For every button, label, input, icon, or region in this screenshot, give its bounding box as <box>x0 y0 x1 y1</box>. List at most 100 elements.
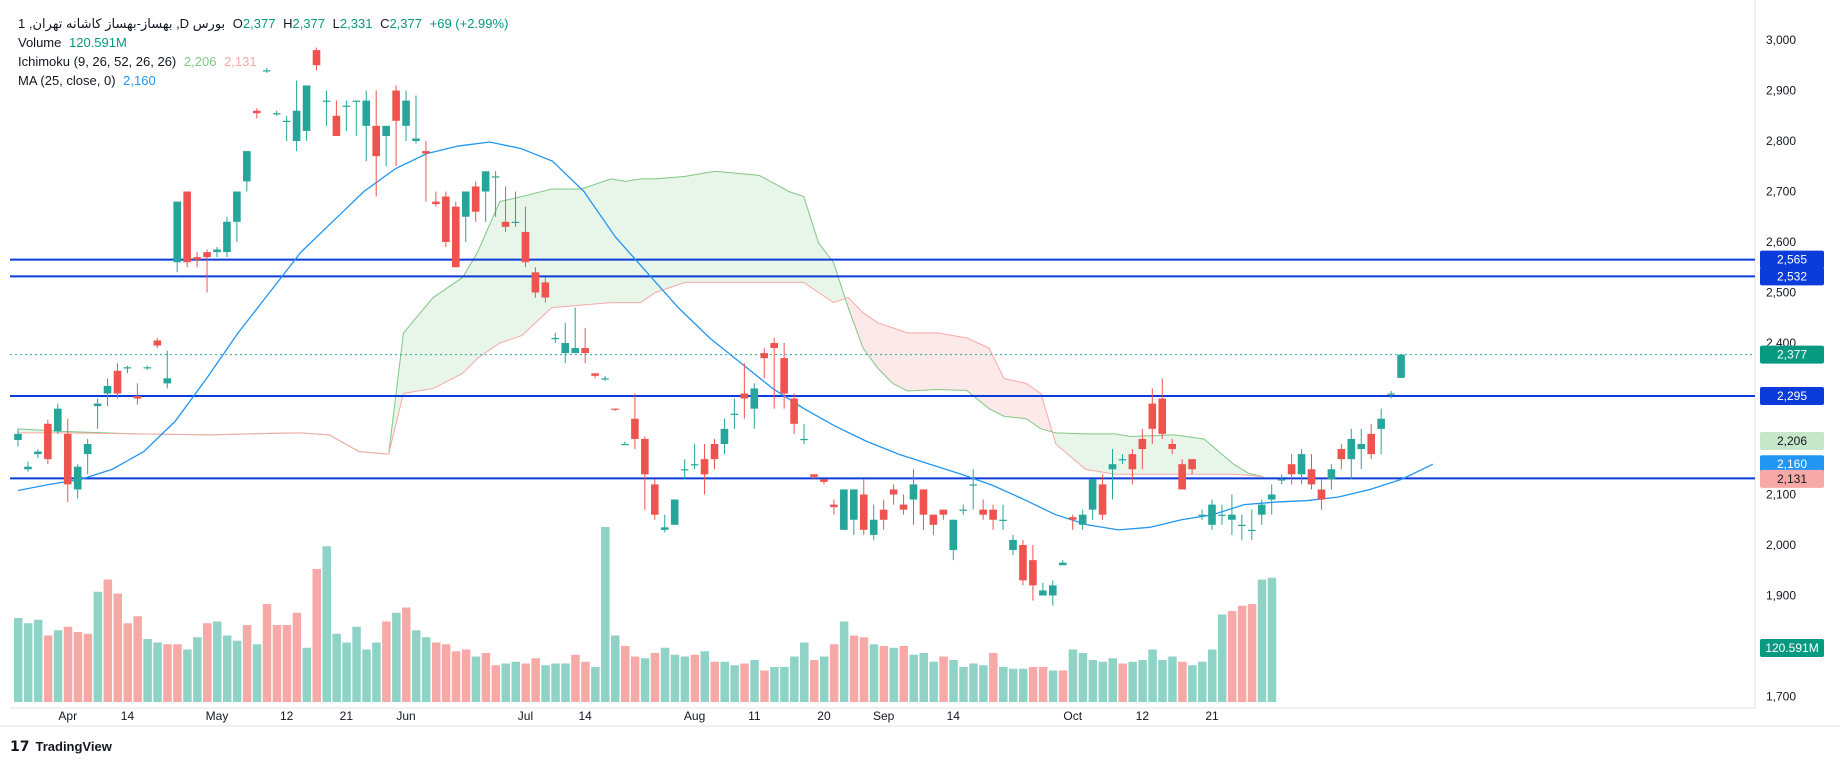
candle-body <box>830 504 838 508</box>
volume-label: Volume <box>18 35 62 50</box>
candle-body <box>561 343 570 354</box>
candle-body <box>1327 469 1336 480</box>
volume-bar <box>1048 670 1058 702</box>
candle-body <box>531 272 540 293</box>
volume-bar <box>312 569 321 702</box>
candle-body <box>1277 479 1286 481</box>
candle-body <box>1039 590 1047 596</box>
close-label: C <box>380 16 390 31</box>
volume-bar <box>780 667 789 702</box>
candle-body <box>800 438 808 441</box>
cloud-segment <box>966 337 990 409</box>
volume-bar <box>23 623 33 702</box>
y-tick-label: 2,800 <box>1766 134 1796 148</box>
candle-body <box>740 393 749 399</box>
candle-body <box>1238 524 1246 526</box>
volume-bar <box>680 656 690 702</box>
candle-body <box>103 385 112 394</box>
volume-bar <box>969 663 978 702</box>
cloud-segment <box>1204 438 1234 475</box>
tradingview-logo[interactable]: 𝟭𝟳 TradingView <box>10 738 112 755</box>
hline-price-label-bg <box>1760 387 1824 406</box>
candle-body <box>1317 489 1326 500</box>
candle-body <box>193 257 201 260</box>
volume-bar <box>421 637 431 702</box>
candle-body <box>501 221 510 227</box>
candle-body <box>581 348 589 354</box>
volume-bar <box>332 633 341 702</box>
volume-bar <box>700 651 710 702</box>
candle-body <box>282 120 291 122</box>
volume-bar <box>650 653 660 702</box>
candle-body <box>412 138 420 141</box>
volume-bar <box>163 644 172 702</box>
volume-bar <box>909 654 918 702</box>
volume-bar <box>213 621 222 702</box>
cloud-segment <box>477 201 500 359</box>
volume-bar <box>1227 611 1237 702</box>
legend-ichimoku-row[interactable]: Ichimoku (9, 26, 52, 26, 26) 2,206 2,131 <box>18 52 512 71</box>
x-tick-label: 21 <box>1205 709 1219 723</box>
volume-bar <box>720 661 729 702</box>
symbol-label[interactable]: 1 ,بهساز-بهساز کاشانه تهران ,D بورس <box>18 16 226 31</box>
volume-bar <box>690 654 700 702</box>
candle-body <box>1248 529 1256 532</box>
volume-bar <box>242 625 252 702</box>
volume-bar <box>660 647 670 702</box>
candle-body <box>889 489 898 495</box>
chart-legend: 1 ,بهساز-بهساز کاشانه تهران ,D بورس O2,3… <box>18 14 512 90</box>
volume-bar <box>1198 661 1207 702</box>
volume-bar <box>193 637 202 702</box>
ichimoku-cloud <box>17 170 1264 478</box>
candle-body <box>1307 469 1316 485</box>
candle-body <box>1029 560 1037 586</box>
x-tick-label: 21 <box>340 709 354 723</box>
candle-body <box>660 527 669 530</box>
x-tick-label: Oct <box>1063 709 1082 723</box>
candle-body <box>670 499 679 525</box>
x-tick-label: Apr <box>58 709 77 723</box>
candle-body <box>1188 459 1196 470</box>
candle-body <box>611 408 619 410</box>
volume-bar <box>1138 660 1147 702</box>
candle-body <box>1078 514 1087 525</box>
cloud-segment <box>462 252 478 374</box>
legend-ma-row[interactable]: MA (25, close, 0) 2,160 <box>18 71 512 90</box>
volume-bar <box>352 626 361 702</box>
volume-bar <box>362 649 371 702</box>
candle-body <box>999 519 1007 521</box>
cloud-segment <box>848 297 864 349</box>
y-tick-label: 2,600 <box>1766 235 1796 249</box>
candle-body <box>939 509 948 515</box>
volume-bar <box>760 670 769 702</box>
high-value: 2,377 <box>292 16 326 31</box>
volume-bar <box>322 546 331 702</box>
x-tick-label: 12 <box>1136 709 1150 723</box>
candle-body <box>571 348 579 354</box>
candle-body <box>342 105 351 107</box>
volume-bar <box>292 612 302 702</box>
candle-body <box>143 367 152 369</box>
volume-bar <box>262 604 272 702</box>
time-axis[interactable]: Apr 14 May 12 21 Jun Jul 14 Aug 11 20 Sep 14 Oct 12 21 <box>58 709 1219 723</box>
horizontal-lines[interactable] <box>10 258 1755 480</box>
volume-axis-label: 120.591M <box>1765 641 1818 655</box>
price-axis[interactable]: 3,0002,9002,8002,7002,6002,5002,4002,300… <box>1766 33 1796 704</box>
volume-bar <box>1257 579 1267 702</box>
legend-volume-row[interactable]: Volume 120.591M <box>18 33 512 52</box>
candle-body <box>262 70 271 72</box>
candle-body <box>551 337 560 340</box>
volume-bar <box>571 654 580 702</box>
volume-bar <box>431 642 441 702</box>
cloud-segment <box>1115 433 1130 475</box>
volume-bar <box>819 656 829 702</box>
candle-body <box>14 433 22 440</box>
volume-axis-label-bg <box>1760 639 1824 657</box>
candle-body <box>770 343 778 349</box>
volume-bar <box>710 661 719 702</box>
low-label: L <box>332 16 340 31</box>
volume-bar <box>342 642 351 702</box>
volume-bar <box>1247 604 1257 702</box>
x-tick-label: 12 <box>280 709 294 723</box>
